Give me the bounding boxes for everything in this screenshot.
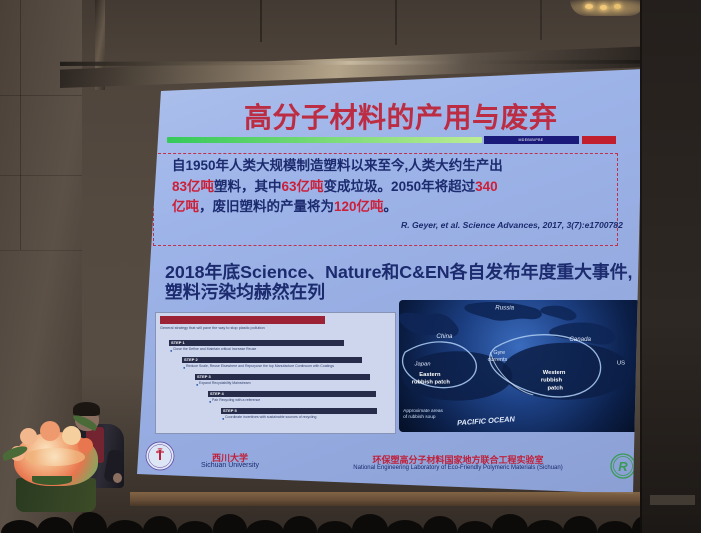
svg-text:Japan: Japan	[414, 362, 431, 368]
svg-text:PACIFIC OCEAN: PACIFIC OCEAN	[457, 414, 516, 427]
svg-text:Approximate areas: Approximate areas	[403, 408, 443, 414]
svg-text:of rubbish soup: of rubbish soup	[403, 414, 436, 420]
svg-text:Gyre: Gyre	[493, 350, 505, 356]
svg-text:patch: patch	[548, 385, 564, 391]
svg-text:rubbish patch: rubbish patch	[412, 380, 451, 386]
svg-text:China: China	[436, 333, 453, 340]
svg-text:Russia: Russia	[495, 304, 514, 311]
svg-text:Eastern: Eastern	[419, 372, 441, 378]
svg-text:Canada: Canada	[569, 336, 591, 343]
svg-text:R: R	[618, 459, 628, 474]
svg-text:US: US	[617, 361, 625, 367]
svg-text:Western: Western	[543, 370, 566, 376]
svg-text:currents: currents	[488, 357, 508, 363]
svg-text:rubbish: rubbish	[541, 378, 563, 384]
